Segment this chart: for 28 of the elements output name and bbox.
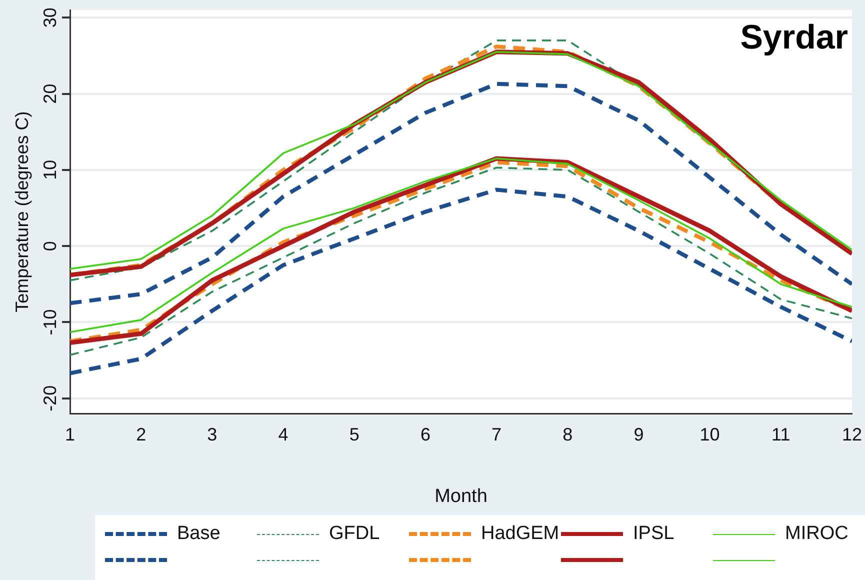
y-tick-label: -10 bbox=[40, 309, 60, 336]
annotation: Syrdar bbox=[740, 18, 848, 56]
y-tick-label: 10 bbox=[40, 160, 60, 180]
x-tick-label: 9 bbox=[634, 424, 644, 444]
legend-label: HadGEM bbox=[481, 523, 560, 545]
x-tick-label: 6 bbox=[420, 424, 430, 444]
x-tick-label: 4 bbox=[278, 424, 288, 444]
y-tick-label: -20 bbox=[40, 385, 60, 412]
x-tick-label: 12 bbox=[842, 424, 862, 444]
legend-label: IPSL bbox=[633, 523, 674, 545]
x-axis-title: Month bbox=[434, 486, 488, 507]
x-tick-label: 1 bbox=[64, 424, 76, 444]
legend-label: GFDL bbox=[329, 523, 380, 545]
x-tick-label: 2 bbox=[136, 424, 146, 444]
legend-label: MIROC bbox=[785, 523, 848, 545]
legend-label: Base bbox=[177, 523, 220, 545]
y-tick-label: 30 bbox=[40, 8, 60, 28]
line-series bbox=[70, 188, 852, 376]
x-tick-label: 7 bbox=[492, 424, 502, 444]
y-tick-label: 20 bbox=[40, 84, 60, 104]
line-series bbox=[70, 82, 852, 306]
y-axis-title: Temperature (degrees C) bbox=[12, 111, 32, 312]
x-tick-label: 11 bbox=[772, 424, 790, 444]
y-tick-label: 0 bbox=[40, 241, 60, 252]
x-tick-label: 10 bbox=[700, 424, 720, 444]
x-tick-label: 3 bbox=[207, 424, 218, 444]
x-tick-label: 5 bbox=[349, 424, 360, 444]
x-tick-label: 8 bbox=[562, 424, 573, 444]
